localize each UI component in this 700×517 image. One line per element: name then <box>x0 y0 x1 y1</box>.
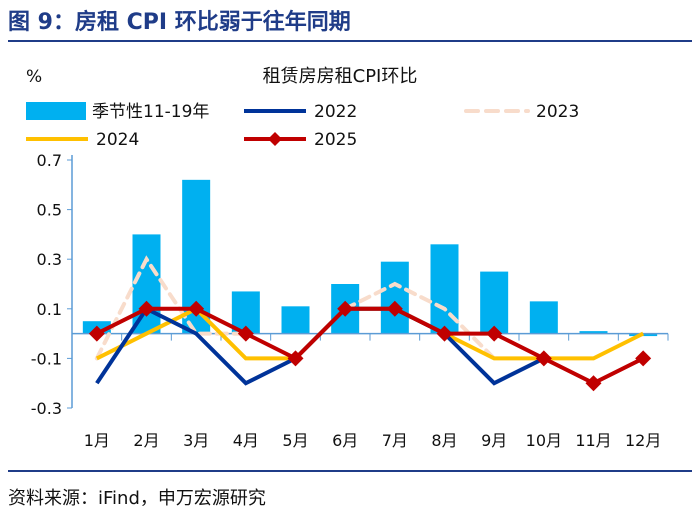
legend-label: 2022 <box>314 102 357 122</box>
x-tick-label: 1月 <box>84 431 110 450</box>
bar <box>480 271 509 334</box>
x-tick-label: 10月 <box>526 431 562 450</box>
data-marker <box>535 350 552 367</box>
chart: % 租赁房房租CPI环比 季节性11-19年 2022 2023 2024 2025 0… <box>26 66 669 450</box>
y-tick-label: 0.3 <box>37 250 62 269</box>
x-tick-label: 7月 <box>382 431 408 450</box>
source-note: 资料来源：iFind，申万宏源研究 <box>8 488 266 509</box>
x-tick-label: 3月 <box>183 431 209 450</box>
y-axis-unit: % <box>26 67 42 87</box>
data-marker <box>188 300 205 317</box>
y-tick-label: 0.1 <box>37 300 62 319</box>
divider <box>8 40 692 42</box>
data-marker <box>585 375 602 392</box>
bar <box>529 301 558 334</box>
data-marker <box>635 350 652 367</box>
y-tick-label: 0.7 <box>37 151 62 170</box>
figure-title: 图 9：房租 CPI 环比弱于往年同期 <box>8 10 351 35</box>
data-marker <box>138 300 155 317</box>
x-tick-label: 4月 <box>233 431 259 450</box>
data-marker <box>237 325 254 342</box>
bar <box>579 331 608 334</box>
legend: 季节性11-19年 2022 2023 2024 2025 <box>26 102 579 150</box>
series-line-2025 <box>95 306 645 386</box>
x-tick-label: 11月 <box>575 431 611 450</box>
data-marker <box>386 300 403 317</box>
x-tick-label: 5月 <box>282 431 308 450</box>
x-tick-label: 8月 <box>431 431 457 450</box>
y-tick-label: -0.1 <box>31 349 62 368</box>
data-marker <box>337 300 354 317</box>
y-tick-label: -0.3 <box>31 399 62 418</box>
data-marker <box>486 325 503 342</box>
x-tick-label: 2月 <box>133 431 159 450</box>
chart-title: 租赁房房租CPI环比 <box>263 66 418 87</box>
bar <box>380 261 409 334</box>
series-line-2022 <box>95 306 545 386</box>
y-tick-label: 0.5 <box>37 201 62 220</box>
legend-marker <box>268 132 282 146</box>
x-tick-label: 6月 <box>332 431 358 450</box>
x-tick-label: 12月 <box>625 431 661 450</box>
x-tick-label: 9月 <box>481 431 507 450</box>
data-marker <box>287 350 304 367</box>
legend-swatch <box>26 102 86 120</box>
bar <box>132 234 161 334</box>
legend-label: 季节性11-19年 <box>92 102 209 122</box>
bar <box>281 306 310 334</box>
data-marker <box>436 325 453 342</box>
plot-area: 0.7 0.5 0.3 0.1 -0.1 -0.3 1月 2月 3月 4月 5月 6月 7月 8月 9月 10… <box>31 151 669 450</box>
legend-label: 2023 <box>536 102 579 122</box>
data-marker <box>88 325 105 342</box>
legend-label: 2024 <box>96 130 139 150</box>
divider <box>8 470 692 472</box>
legend-label: 2025 <box>314 130 357 150</box>
